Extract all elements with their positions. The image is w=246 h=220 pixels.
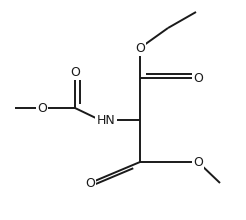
- Text: O: O: [85, 176, 95, 189]
- Text: O: O: [37, 101, 47, 114]
- Text: O: O: [135, 42, 145, 55]
- Text: HN: HN: [97, 114, 115, 126]
- Text: O: O: [193, 72, 203, 84]
- Text: O: O: [70, 66, 80, 79]
- Text: O: O: [193, 156, 203, 169]
